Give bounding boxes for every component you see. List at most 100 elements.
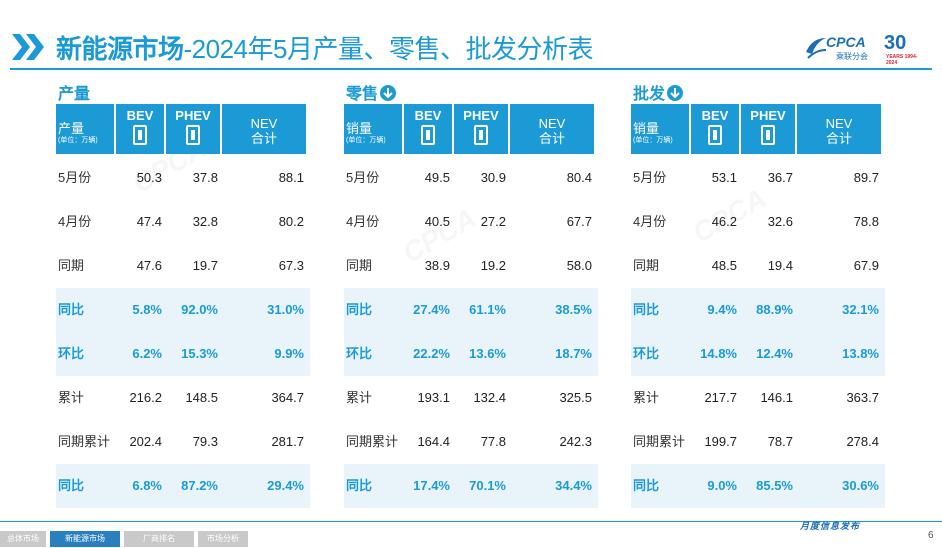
header-corner: 销量 (单位：万辆) <box>344 104 402 154</box>
corner-label: 产量 <box>58 121 85 136</box>
header-phev: PHEV <box>454 104 508 154</box>
phev-value: 92.0% <box>181 302 218 317</box>
row-label: 环比 <box>58 346 85 361</box>
phev-value: 32.6 <box>767 214 793 229</box>
battery-icon <box>708 125 722 145</box>
bev-value: 14.8% <box>700 346 737 361</box>
page-number: 6 <box>928 530 934 541</box>
bev-value: 164.4 <box>417 434 450 449</box>
row-label: 环比 <box>346 346 373 361</box>
fuel-pump-icon <box>761 125 775 145</box>
table-header-row: 销量 (单位：万辆) BEV PHEV NEV 合计 <box>344 104 598 154</box>
unit-label: (单位：万辆) <box>633 137 673 144</box>
logo-subtitle: 乘联分会 <box>836 52 868 61</box>
row-label: 同期 <box>58 258 85 273</box>
title-rest: -2024年5月产量、零售、批发分析表 <box>183 34 594 64</box>
table-row: 同期累计 202.4 79.3 281.7 <box>56 420 310 464</box>
section-title: 产量 <box>58 80 90 104</box>
row-label: 同比 <box>633 478 660 493</box>
row-label: 同比 <box>633 302 660 317</box>
table-row: 同比 9.4% 88.9% 32.1% <box>631 288 885 332</box>
unit-label: (单位：万辆) <box>58 137 98 144</box>
bev-value: 38.9 <box>424 258 450 273</box>
nev-header-total: 合计 <box>825 131 852 146</box>
phev-value: 19.4 <box>767 258 793 273</box>
table-row: 同比 5.8% 92.0% 31.0% <box>56 288 310 332</box>
phev-value: 88.9% <box>756 302 793 317</box>
bev-value: 6.8% <box>132 478 162 493</box>
nev-value: 281.7 <box>271 434 304 449</box>
nev-value: 80.4 <box>566 170 592 185</box>
table-row: 同比 6.8% 87.2% 29.4% <box>56 464 310 508</box>
nev-value: 29.4% <box>267 478 304 493</box>
bev-value: 202.4 <box>129 434 162 449</box>
bev-value: 47.6 <box>136 258 162 273</box>
row-label: 同比 <box>58 478 85 493</box>
phev-value: 19.7 <box>192 258 218 273</box>
table-row: 累计 216.2 148.5 364.7 <box>56 376 310 420</box>
corner-label: 销量 <box>346 121 373 136</box>
row-label: 同期累计 <box>346 434 399 449</box>
table-row: 环比 22.2% 13.6% 18.7% <box>344 332 598 376</box>
row-label: 同比 <box>346 302 373 317</box>
bev-value: 50.3 <box>136 170 162 185</box>
fuel-pump-icon <box>474 125 488 145</box>
footer-tab[interactable]: 厂商排名 <box>124 531 194 547</box>
down-arrow-icon <box>380 85 397 101</box>
row-label: 同比 <box>346 478 373 493</box>
row-label: 环比 <box>633 346 660 361</box>
nev-value: 364.7 <box>271 390 304 405</box>
bev-value: 5.8% <box>132 302 162 317</box>
page-header: 新能源市场-2024年5月产量、零售、批发分析表 CPCA 乘联分会 30 YE… <box>0 0 942 72</box>
bev-value: 17.4% <box>413 478 450 493</box>
row-label: 同期累计 <box>633 434 686 449</box>
bev-value: 9.4% <box>707 302 737 317</box>
table-row: 同比 27.4% 61.1% 38.5% <box>344 288 598 332</box>
phev-value: 78.7 <box>767 434 793 449</box>
footer-tab[interactable]: 新能源市场 <box>50 531 120 547</box>
table-header-row: 产量 (单位：万辆) BEV PHEV NEV 合计 <box>56 104 310 154</box>
header-corner: 销量 (单位：万辆) <box>631 104 689 154</box>
row-label: 同期 <box>346 258 373 273</box>
row-label: 4月份 <box>633 214 667 229</box>
nev-value: 30.6% <box>842 478 879 493</box>
section-title-text: 产量 <box>58 86 91 103</box>
table-row: 累计 217.7 146.1 363.7 <box>631 376 885 420</box>
table-row: 同期 47.6 19.7 67.3 <box>56 244 310 288</box>
row-label: 同期累计 <box>58 434 111 449</box>
bev-header-label: BEV <box>701 108 729 123</box>
nev-value: 325.5 <box>559 390 592 405</box>
nev-header-total: 合计 <box>250 131 277 146</box>
bev-value: 217.7 <box>704 390 737 405</box>
bev-value: 47.4 <box>136 214 162 229</box>
header-phev: PHEV <box>166 104 220 154</box>
bev-value: 46.2 <box>711 214 737 229</box>
nev-header-label: NEV <box>250 116 278 131</box>
footer-tab[interactable]: 总体市场 <box>0 531 46 547</box>
table-row: 同比 9.0% 85.5% 30.6% <box>631 464 885 508</box>
phev-value: 13.6% <box>469 346 506 361</box>
footer-tab[interactable]: 市场分析 <box>198 531 248 547</box>
bev-value: 6.2% <box>132 346 162 361</box>
page-title: 新能源市场-2024年5月产量、零售、批发分析表 <box>56 32 593 66</box>
nev-header-label: NEV <box>825 116 853 131</box>
cpca-logo: CPCA 乘联分会 <box>804 32 882 62</box>
bev-value: 22.2% <box>413 346 450 361</box>
nev-value: 363.7 <box>846 390 879 405</box>
table-row: 4月份 47.4 32.8 80.2 <box>56 200 310 244</box>
header-phev: PHEV <box>741 104 795 154</box>
header-nev: NEV 合计 <box>797 104 881 154</box>
phev-value: 30.9 <box>480 170 506 185</box>
nev-header-label: NEV <box>538 116 566 131</box>
phev-value: 87.2% <box>181 478 218 493</box>
chevron-right-icon <box>12 34 44 60</box>
unit-label: (单位：万辆) <box>346 137 386 144</box>
phev-value: 148.5 <box>185 390 218 405</box>
bev-value: 48.5 <box>711 258 737 273</box>
table-row: 5月份 53.1 36.7 89.7 <box>631 156 885 200</box>
header-bev: BEV <box>404 104 452 154</box>
phev-header-label: PHEV <box>750 108 786 123</box>
footer-divider <box>0 521 942 522</box>
table-row: 4月份 46.2 32.6 78.8 <box>631 200 885 244</box>
row-label: 5月份 <box>633 170 667 185</box>
